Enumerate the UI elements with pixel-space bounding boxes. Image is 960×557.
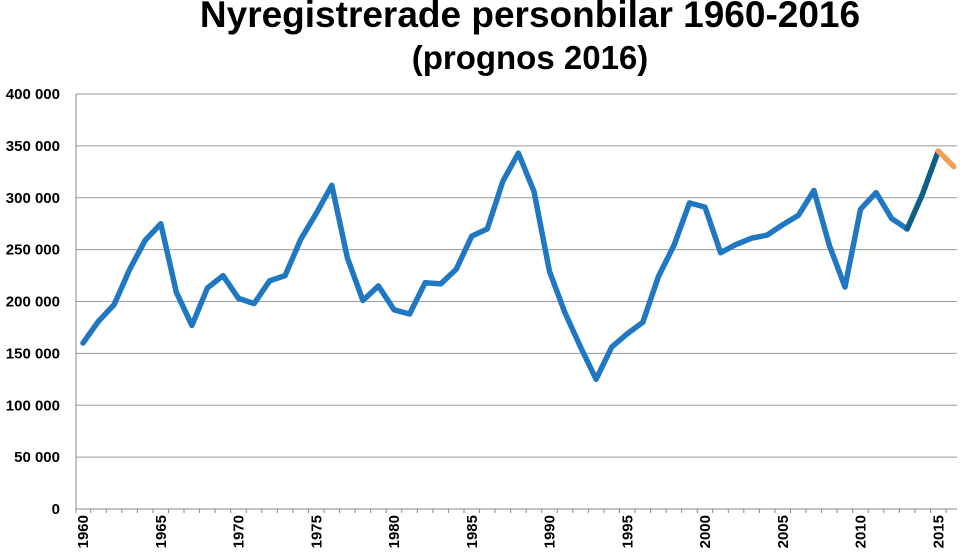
x-tick-label: 2000: [697, 515, 714, 548]
series-line-1: [904, 148, 942, 232]
chart-title: Nyregistrerade personbilar 1960-2016: [199, 0, 861, 35]
chart-subtitle: (prognos 2016): [411, 39, 649, 76]
y-tick-label: 400 000: [6, 86, 60, 103]
y-tick-label: 50 000: [14, 449, 60, 466]
y-tick-label: 300 000: [6, 190, 60, 207]
x-tick-label: 1985: [464, 515, 481, 548]
y-tick-label: 200 000: [6, 294, 60, 311]
y-tick-label: 0: [52, 501, 60, 518]
x-tick-label: 2010: [853, 515, 870, 548]
x-tick-label: 1965: [153, 515, 170, 548]
y-tick-label: 250 000: [6, 242, 60, 259]
x-tick-label: 2005: [775, 515, 792, 548]
x-tick-label: 1960: [75, 515, 92, 548]
x-tick-label: 1990: [542, 515, 559, 548]
x-tick-label: 1980: [386, 515, 403, 548]
x-tick-label: 2015: [930, 515, 947, 548]
y-tick-label: 150 000: [6, 345, 60, 362]
series-line-0: [80, 150, 910, 383]
y-axis-tick-labels: 0 50 000 100 000 150 000 200 000 250 000 300 0…: [6, 86, 60, 518]
y-tick-label: 100 000: [6, 397, 60, 414]
x-tick-label: 1975: [308, 515, 325, 548]
x-axis-tick-labels: 1960 1965 1970 1975 1980 1985 1990 1995 2000 2005…: [75, 515, 947, 548]
series-line-2: [935, 148, 957, 170]
series-lines: [80, 148, 957, 383]
x-tick-label: 1995: [619, 515, 636, 548]
x-tick-label: 1970: [231, 515, 248, 548]
y-tick-label: 350 000: [6, 138, 60, 155]
